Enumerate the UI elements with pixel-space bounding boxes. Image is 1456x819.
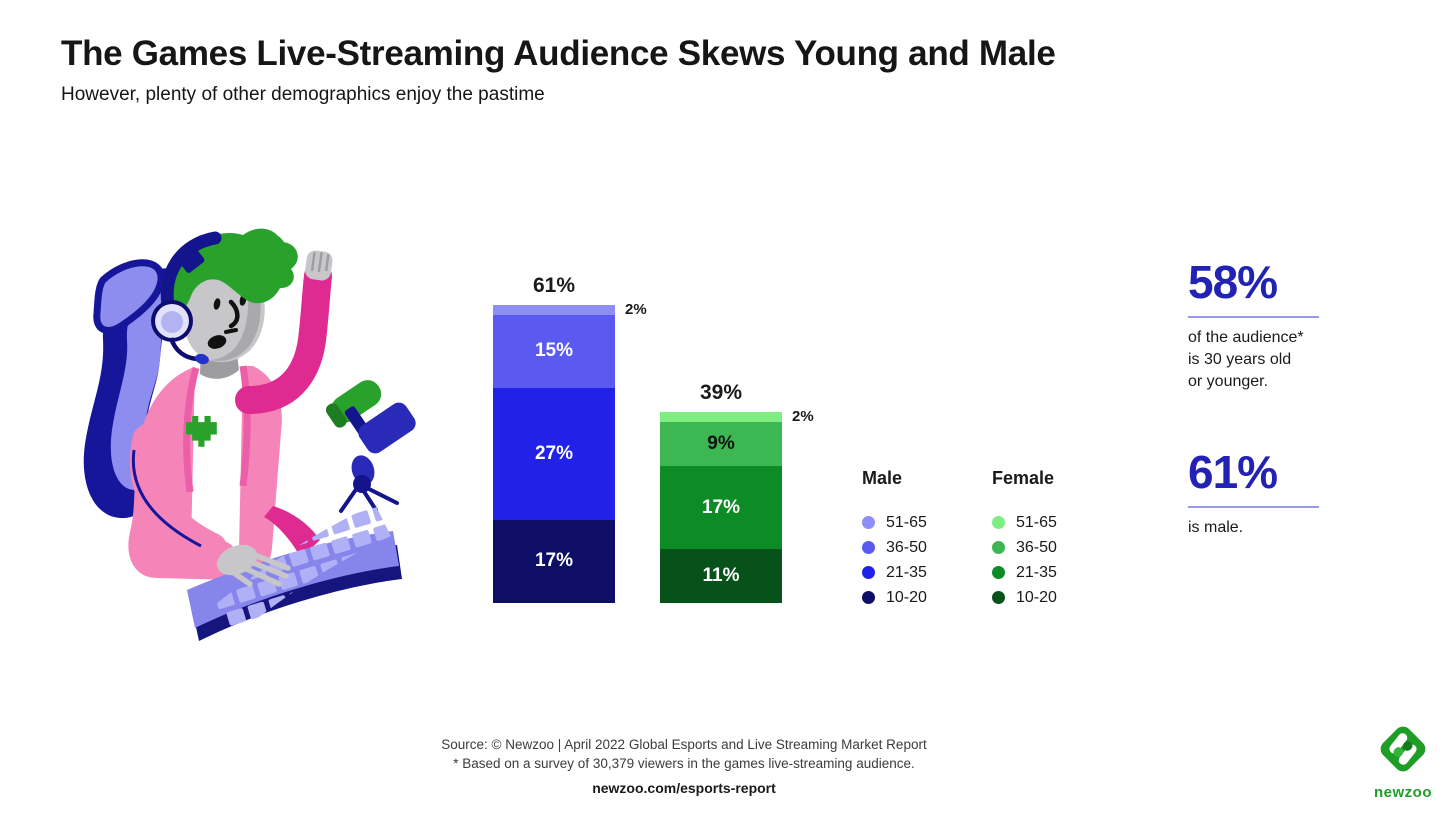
segment-outside-label: 2% [625,300,647,318]
typing-hand [204,538,291,587]
footer: Source: © Newzoo | April 2022 Global Esp… [334,735,1034,796]
legend-title-male: Male [862,468,903,488]
legend-dot-icon [992,566,1005,579]
shirt [191,364,243,550]
jacket-hem [264,506,320,558]
raised-arm [235,262,332,414]
stat-under-30: 58% of the audience* is 30 years old or … [1188,258,1338,393]
headphone-band [160,231,222,317]
legend-dot-icon [992,541,1005,554]
segment-female-51-65 [660,412,782,423]
earcup-inner [161,311,183,333]
hair-swoosh [241,231,287,266]
segment-outside-label: 2% [792,408,814,426]
segment-label: 11% [702,565,740,587]
bar-total-label-female: 39% [699,381,743,405]
eye-left [213,298,221,310]
legend-item: 10-20 [862,585,927,610]
segment-male-51-65 [493,304,615,315]
legend-item: 36-50 [862,535,927,560]
survey-note: * Based on a survey of 30,379 viewers in… [453,756,915,771]
pixel-heart-icon [186,416,217,447]
segment-label: 17% [534,550,574,572]
page-title: The Games Live-Streaming Audience Skews … [61,34,1056,73]
headphone-buckle [180,249,205,273]
fist [305,250,333,281]
sleeve [130,423,228,566]
segment-label: 17% [701,496,741,518]
segment-male-36-50: 15% [493,314,615,388]
bar-female: 9% 17% 11% [660,412,782,603]
segment-female-10-20: 11% [660,549,782,603]
legend-item: 51-65 [992,510,1057,535]
segment-female-21-35: 17% [660,466,782,550]
page-subtitle: However, plenty of other demographics en… [61,84,545,105]
legend-male: Male 51-65 36-50 21-35 10-20 [862,468,927,610]
newzoo-diamond-icon [1380,726,1426,772]
stat-caption: is male. [1188,519,1244,536]
legend-dot-icon [862,566,875,579]
legend-item: 21-35 [862,560,927,585]
sleeve-stripe [131,449,202,548]
mouth [207,335,227,349]
stat-value: 58% [1188,256,1278,308]
legend-item: 21-35 [992,560,1057,585]
segment-label: 15% [534,340,574,362]
nose [228,299,240,329]
segment-label: 9% [707,433,735,455]
bar-male: 15% 27% 17% [493,304,615,603]
chair-pad [110,291,185,491]
segment-female-36-50: 9% [660,422,782,467]
newzoo-wordmark: newzoo [1374,784,1432,801]
legend-item: 51-65 [862,510,927,535]
segment-male-21-35: 27% [493,388,615,520]
segment-label: 27% [534,442,574,464]
legend-female: Female 51-65 36-50 21-35 10-20 [992,468,1057,610]
legend-item: 36-50 [992,535,1057,560]
hair [170,228,298,310]
report-url: newzoo.com/esports-report [592,780,776,796]
streamer-illustration [83,228,416,641]
legend-dot-icon [862,541,875,554]
stat-value: 61% [1188,446,1278,498]
legend-item: 10-20 [992,585,1057,610]
microphone [325,380,416,513]
hood-edge-right [239,365,251,487]
stat-caption: of the audience* is 30 years old or youn… [1188,329,1304,390]
segment-male-10-20: 17% [493,519,615,603]
stat-male: 61% is male. [1188,448,1338,539]
legend-dot-icon [862,516,875,529]
chair-wing [93,259,165,334]
mic-boom [168,337,198,362]
boom-mic-tip [195,353,209,365]
legend-title-female: Female [992,468,1055,488]
stat-underline [1188,316,1319,318]
legend-dot-icon [992,591,1005,604]
newzoo-logo: newzoo [1366,720,1440,801]
stat-underline [1188,506,1319,508]
legend-dot-icon [862,591,875,604]
source-line: Source: © Newzoo | April 2022 Global Esp… [441,737,927,752]
smile-line [224,328,238,334]
legend-dot-icon [992,516,1005,529]
bar-total-label-male: 61% [532,273,576,297]
